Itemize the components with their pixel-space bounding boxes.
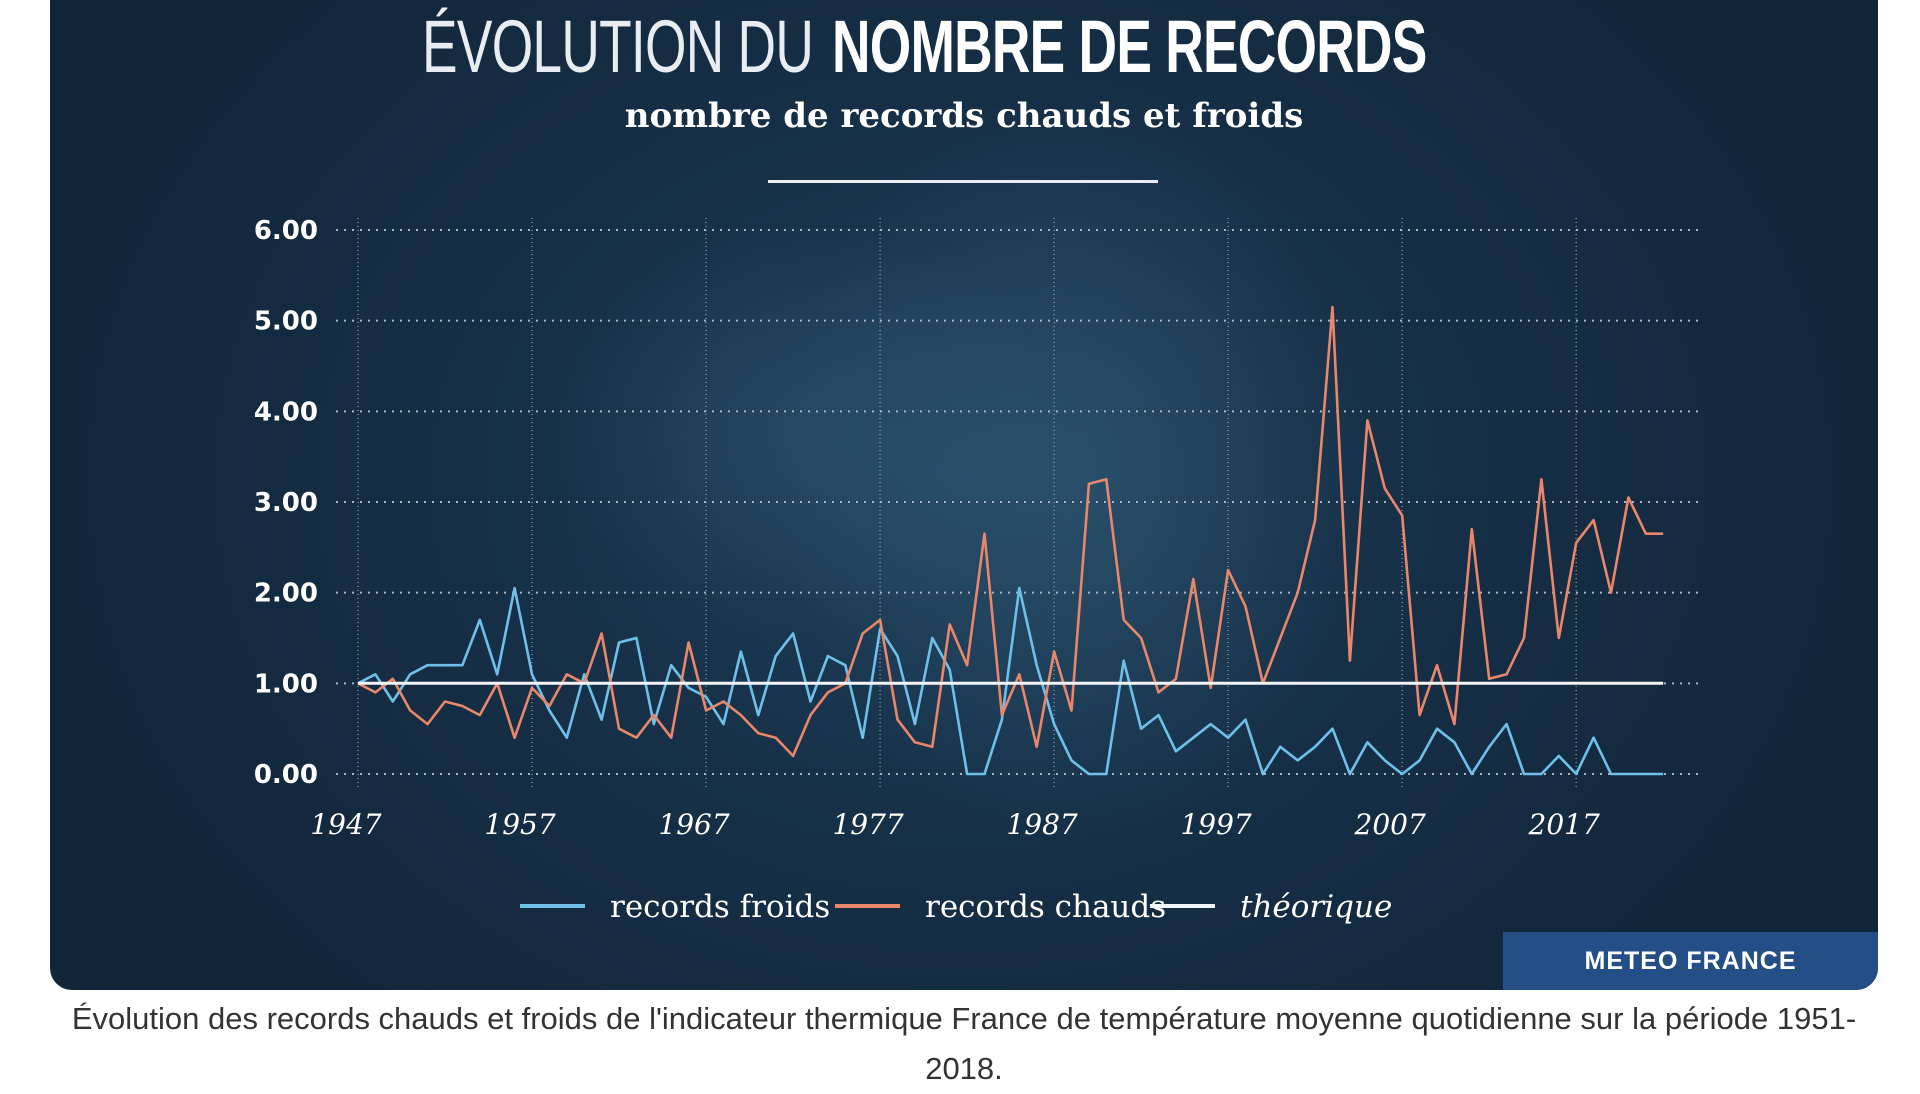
x-tick-label: 1957 bbox=[484, 808, 555, 841]
chart-card: ÉVOLUTION DU NOMBRE DE RECORDS nombre de… bbox=[50, 0, 1878, 990]
series-lines bbox=[357, 305, 1664, 776]
title-bold: NOMBRE DE RECORDS bbox=[832, 5, 1427, 88]
meteo-france-badge: METEO FRANCE bbox=[1503, 932, 1878, 990]
x-axis-ticks: 1947 1957 1967 1977 1987 1997 2007 2017 bbox=[310, 808, 1600, 841]
chart-title: ÉVOLUTION DU NOMBRE DE RECORDS bbox=[50, 4, 1878, 89]
x-tick-label: 1947 bbox=[310, 808, 381, 841]
y-tick-label: 5.00 bbox=[254, 307, 318, 337]
y-axis-ticks: 0.00 1.00 2.00 3.00 4.00 5.00 6.00 bbox=[254, 216, 318, 790]
x-tick-label: 2007 bbox=[1354, 808, 1426, 841]
chart-subtitle: nombre de records chauds et froids bbox=[624, 96, 1304, 136]
grid bbox=[336, 218, 1698, 790]
title-divider bbox=[768, 180, 1158, 183]
y-tick-label: 6.00 bbox=[254, 216, 318, 246]
figure-caption: Évolution des records chauds et froids d… bbox=[71, 1001, 1857, 1086]
y-tick-label: 3.00 bbox=[254, 488, 318, 518]
title-light: ÉVOLUTION DU bbox=[421, 5, 814, 88]
series-line-chauds bbox=[357, 305, 1664, 758]
legend-label-theorique: théorique bbox=[1240, 889, 1392, 925]
line-chart: 0.00 1.00 2.00 3.00 4.00 5.00 6.00 1947 1957 196… bbox=[254, 216, 1698, 925]
legend: records froids records chauds théorique bbox=[520, 889, 1392, 925]
y-tick-label: 2.00 bbox=[254, 579, 318, 609]
x-tick-label: 1997 bbox=[1180, 808, 1251, 841]
x-tick-label: 1977 bbox=[832, 808, 903, 841]
series-line-froids bbox=[357, 586, 1664, 776]
x-tick-label: 1967 bbox=[658, 808, 729, 841]
legend-label-froids: records froids bbox=[610, 889, 830, 925]
x-tick-label: 1987 bbox=[1006, 808, 1077, 841]
y-tick-label: 4.00 bbox=[254, 397, 318, 427]
x-tick-label: 2017 bbox=[1528, 808, 1600, 841]
y-tick-label: 0.00 bbox=[254, 760, 318, 790]
y-tick-label: 1.00 bbox=[254, 669, 318, 699]
legend-label-chauds: records chauds bbox=[925, 889, 1166, 925]
